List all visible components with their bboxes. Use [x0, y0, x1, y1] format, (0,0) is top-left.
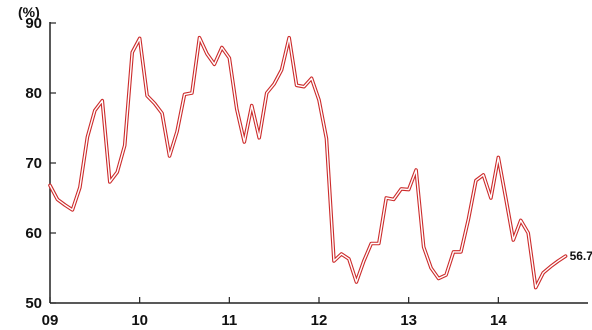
data-point: [489, 196, 493, 200]
data-point: [108, 180, 112, 184]
data-point: [317, 98, 321, 102]
data-point: [123, 144, 127, 148]
data-point: [280, 68, 284, 72]
data-point: [138, 36, 142, 40]
data-point: [526, 231, 530, 235]
data-point: [444, 273, 448, 277]
x-tick-label: 13: [400, 312, 417, 329]
data-point: [519, 218, 523, 222]
x-tick-label: 12: [311, 312, 328, 329]
data-point: [153, 102, 157, 106]
data-point: [504, 196, 508, 200]
data-point: [242, 140, 246, 144]
data-point: [452, 250, 456, 254]
data-point: [85, 135, 89, 139]
series-line-inner: [49, 37, 567, 289]
data-point: [377, 242, 381, 246]
data-point: [130, 50, 134, 54]
last-value-label: 56.7: [570, 249, 592, 263]
data-point: [534, 286, 538, 290]
data-point: [407, 188, 411, 192]
data-point: [556, 259, 560, 263]
data-point: [429, 266, 433, 270]
data-point: [474, 179, 478, 183]
data-point: [220, 46, 224, 50]
y-tick-label: 50: [25, 295, 42, 312]
data-point: [257, 136, 261, 140]
data-point: [145, 94, 149, 98]
data-point: [272, 82, 276, 86]
data-point: [212, 62, 216, 66]
data-point: [414, 168, 418, 172]
data-point: [235, 107, 239, 111]
data-point: [190, 91, 194, 95]
y-tick-label: 70: [25, 155, 42, 172]
data-point: [250, 104, 254, 108]
data-point: [160, 111, 164, 115]
data-point: [399, 187, 403, 191]
data-point: [205, 52, 209, 56]
x-tick-label: 11: [221, 312, 237, 329]
y-axis-ticks: 50 60 70 80 90: [25, 15, 56, 312]
data-point: [354, 280, 358, 284]
data-point: [481, 173, 485, 177]
data-point: [197, 36, 201, 40]
y-tick-label: 90: [25, 15, 42, 32]
data-point: [541, 271, 545, 275]
x-tick-label: 14: [490, 312, 507, 329]
data-point: [302, 85, 306, 89]
data-point: [511, 238, 515, 242]
data-point: [183, 92, 187, 96]
data-point: [347, 257, 351, 261]
data-point: [48, 183, 52, 187]
data-point: [265, 91, 269, 95]
data-point: [168, 154, 172, 158]
data-point: [549, 265, 553, 269]
data-point: [369, 242, 373, 246]
data-point: [287, 36, 291, 40]
y-tick-label: 80: [25, 85, 42, 102]
data-point: [362, 259, 366, 263]
data-point: [310, 76, 314, 80]
data-point: [437, 277, 441, 281]
data-point: [55, 197, 59, 201]
data-point: [70, 208, 74, 212]
data-point: [100, 99, 104, 103]
series-layer: [48, 35, 568, 290]
data-point: [63, 203, 67, 207]
data-point: [496, 155, 500, 159]
x-tick-label: 09: [42, 312, 59, 329]
data-point: [339, 252, 343, 256]
data-point: [466, 217, 470, 221]
data-point: [392, 197, 396, 201]
x-tick-label: 10: [131, 312, 148, 329]
data-point: [115, 170, 119, 174]
data-point: [564, 254, 568, 258]
data-point: [227, 56, 231, 60]
data-point: [93, 109, 97, 113]
y-axis-unit-label: (%): [18, 4, 40, 20]
y-tick-label: 60: [25, 225, 42, 242]
data-point: [332, 259, 336, 263]
data-point: [78, 186, 82, 190]
data-point: [175, 130, 179, 134]
x-axis-ticks: 09 10 11 12 13 14: [42, 297, 507, 329]
data-point: [324, 137, 328, 141]
data-point: [384, 196, 388, 200]
data-point: [459, 250, 463, 254]
data-point: [295, 83, 299, 87]
data-point: [422, 245, 426, 249]
series-line: [48, 35, 568, 290]
